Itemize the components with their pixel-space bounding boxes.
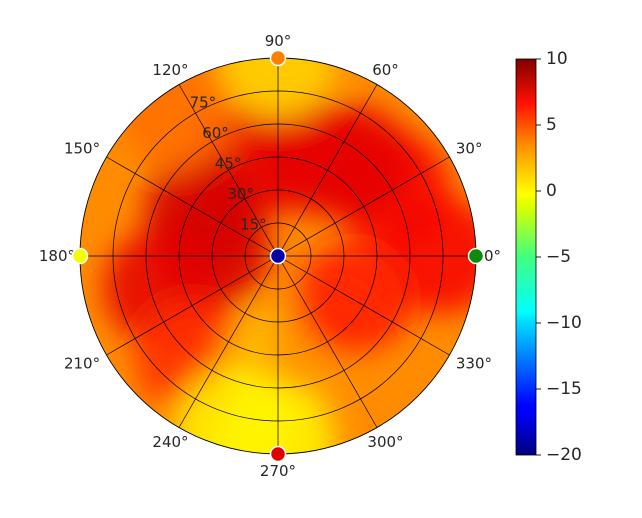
angular-gridline bbox=[277, 84, 378, 257]
angle-tick-label: 240° bbox=[152, 433, 188, 451]
colorbar-tick-label: −10 bbox=[546, 313, 582, 333]
heatmap-surface bbox=[80, 58, 476, 454]
angle-tick-label: 210° bbox=[64, 355, 100, 373]
angle-tick-label: 330° bbox=[456, 355, 492, 373]
colorbar-tick-label: 0 bbox=[546, 181, 557, 201]
angle-tick-labels: 0° 30° 60° 90° 120° 150° 180° 210° 240° 270° 300° 3… bbox=[39, 32, 501, 480]
angular-gridline bbox=[178, 84, 279, 257]
angle-tick-label: 180° bbox=[39, 247, 75, 265]
data-marker bbox=[269, 247, 287, 265]
angle-tick-label: 90° bbox=[265, 32, 292, 50]
angular-gridline bbox=[178, 255, 279, 428]
colorbar-gradient bbox=[515, 58, 537, 456]
data-marker bbox=[269, 49, 287, 67]
data-marker bbox=[269, 445, 287, 463]
data-marker bbox=[467, 247, 485, 265]
colorbar-tick-label: 10 bbox=[546, 49, 568, 69]
colorbar-ticks: 10 5 0 −5 −10 −15 −20 bbox=[536, 49, 582, 465]
colorbar-tick-label: −5 bbox=[546, 247, 571, 267]
heat-region bbox=[174, 368, 291, 454]
radial-tick-label: 30° bbox=[227, 185, 254, 203]
colorbar: 10 5 0 −5 −10 −15 −20 bbox=[515, 49, 582, 465]
radial-tick-labels: 15° 30° 45° 60° 75° bbox=[190, 94, 267, 234]
angle-tick-label: 300° bbox=[367, 433, 403, 451]
angle-tick-label: 270° bbox=[260, 462, 296, 480]
angular-gridline bbox=[277, 156, 450, 257]
colorbar-tick-label: −20 bbox=[546, 445, 582, 465]
radial-tick-label: 45° bbox=[215, 155, 242, 173]
angular-gridline bbox=[106, 156, 279, 257]
angular-gridline bbox=[106, 255, 279, 356]
angle-tick-label: 60° bbox=[372, 61, 399, 79]
colorbar-tick-label: −15 bbox=[546, 379, 582, 399]
data-marker bbox=[71, 247, 89, 265]
radial-tick-label: 75° bbox=[190, 94, 217, 112]
angular-gridline bbox=[277, 255, 378, 428]
colorbar-tick-label: 5 bbox=[546, 115, 557, 135]
angular-gridline bbox=[277, 255, 450, 356]
angle-tick-label: 30° bbox=[456, 140, 483, 158]
radial-tick-label: 15° bbox=[240, 216, 267, 234]
angle-tick-label: 120° bbox=[152, 61, 188, 79]
data-markers bbox=[71, 49, 485, 463]
angle-tick-label: 150° bbox=[64, 140, 100, 158]
radial-tick-label: 60° bbox=[202, 124, 229, 142]
angle-tick-label: 0° bbox=[484, 247, 501, 265]
